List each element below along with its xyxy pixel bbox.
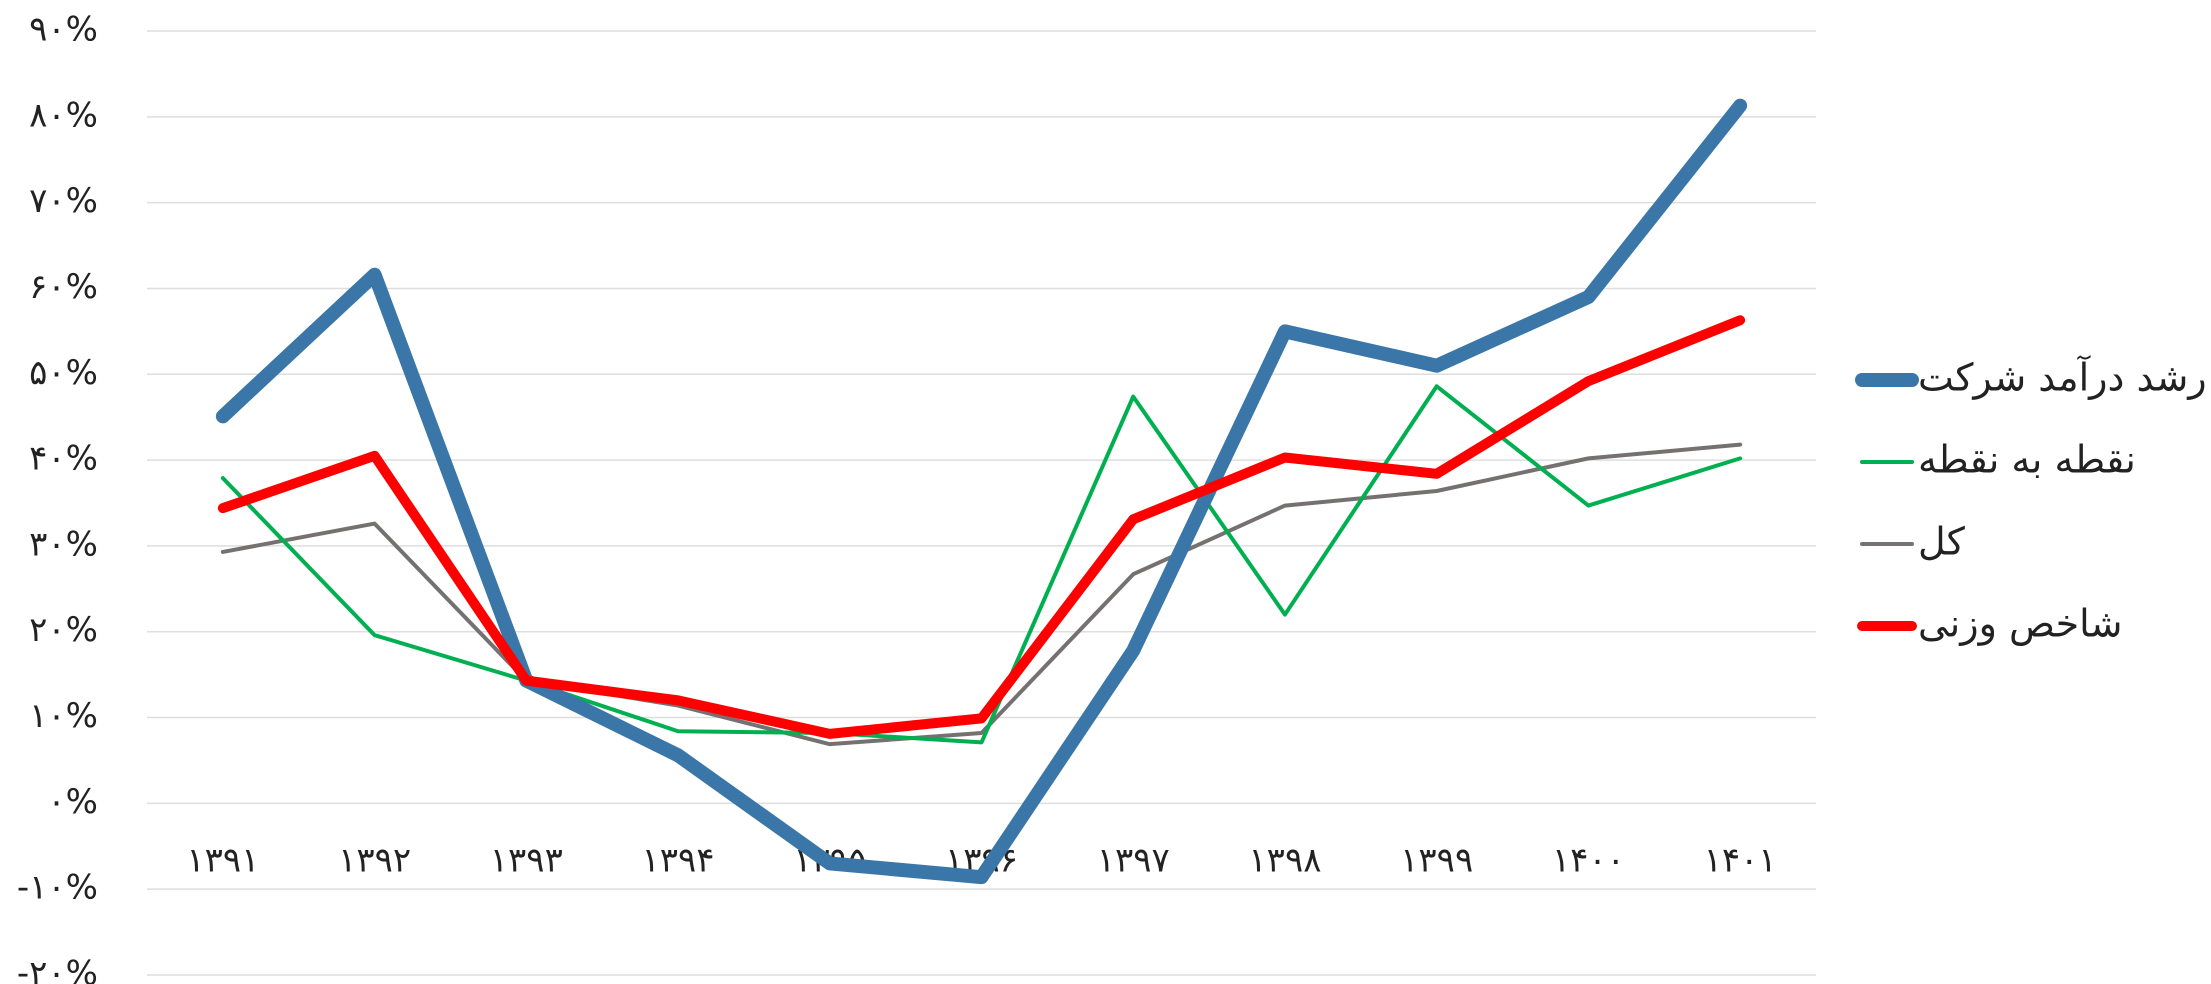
legend-label: رشد درآمد شرکت (1918, 355, 2207, 401)
series-line (223, 320, 1740, 734)
chart: -۲۰% -۱۰% ۰% ۱۰% ۲۰% ۳۰% ۴۰% ۵۰% ۶۰% ۷۰% ۸۰% ۹۰% ۱۳۹… (0, 0, 2211, 984)
x-tick-label: ۱۳۹۴ (642, 841, 715, 881)
x-tick-label: ۱۳۹۸ (1248, 841, 1321, 881)
y-tick-label: -۱۰% (17, 868, 98, 908)
y-tick-label: ۰% (47, 782, 98, 822)
y-tick-label: ۲۰% (29, 610, 98, 650)
x-tick-label: ۱۳۹۱ (186, 841, 259, 881)
y-tick-label: -۲۰% (17, 954, 98, 984)
legend-label: شاخص وزنی (1918, 602, 2123, 647)
y-tick-label: ۹۰% (29, 10, 98, 50)
y-tick-label: ۸۰% (29, 95, 98, 135)
x-tick-label: ۱۴۰۱ (1704, 841, 1777, 881)
x-tick-label: ۱۳۹۹ (1400, 841, 1473, 881)
legend-label: نقطه به نقطه (1918, 438, 2136, 482)
y-tick-label: ۱۰% (29, 696, 98, 736)
y-tick-label: ۵۰% (29, 353, 98, 393)
x-tick-label: ۱۳۹۷ (1097, 841, 1170, 881)
y-tick-label: ۶۰% (29, 267, 98, 307)
y-tick-label: ۷۰% (29, 181, 98, 221)
y-tick-label: ۳۰% (29, 524, 98, 564)
y-tick-label: ۴۰% (29, 439, 98, 479)
x-tick-label: ۱۴۰۰ (1552, 841, 1625, 881)
x-tick-label: ۱۳۹۲ (338, 841, 411, 881)
x-tick-label: ۱۳۹۳ (490, 841, 563, 881)
series-line (223, 106, 1740, 878)
legend-label: کل (1918, 520, 1966, 564)
